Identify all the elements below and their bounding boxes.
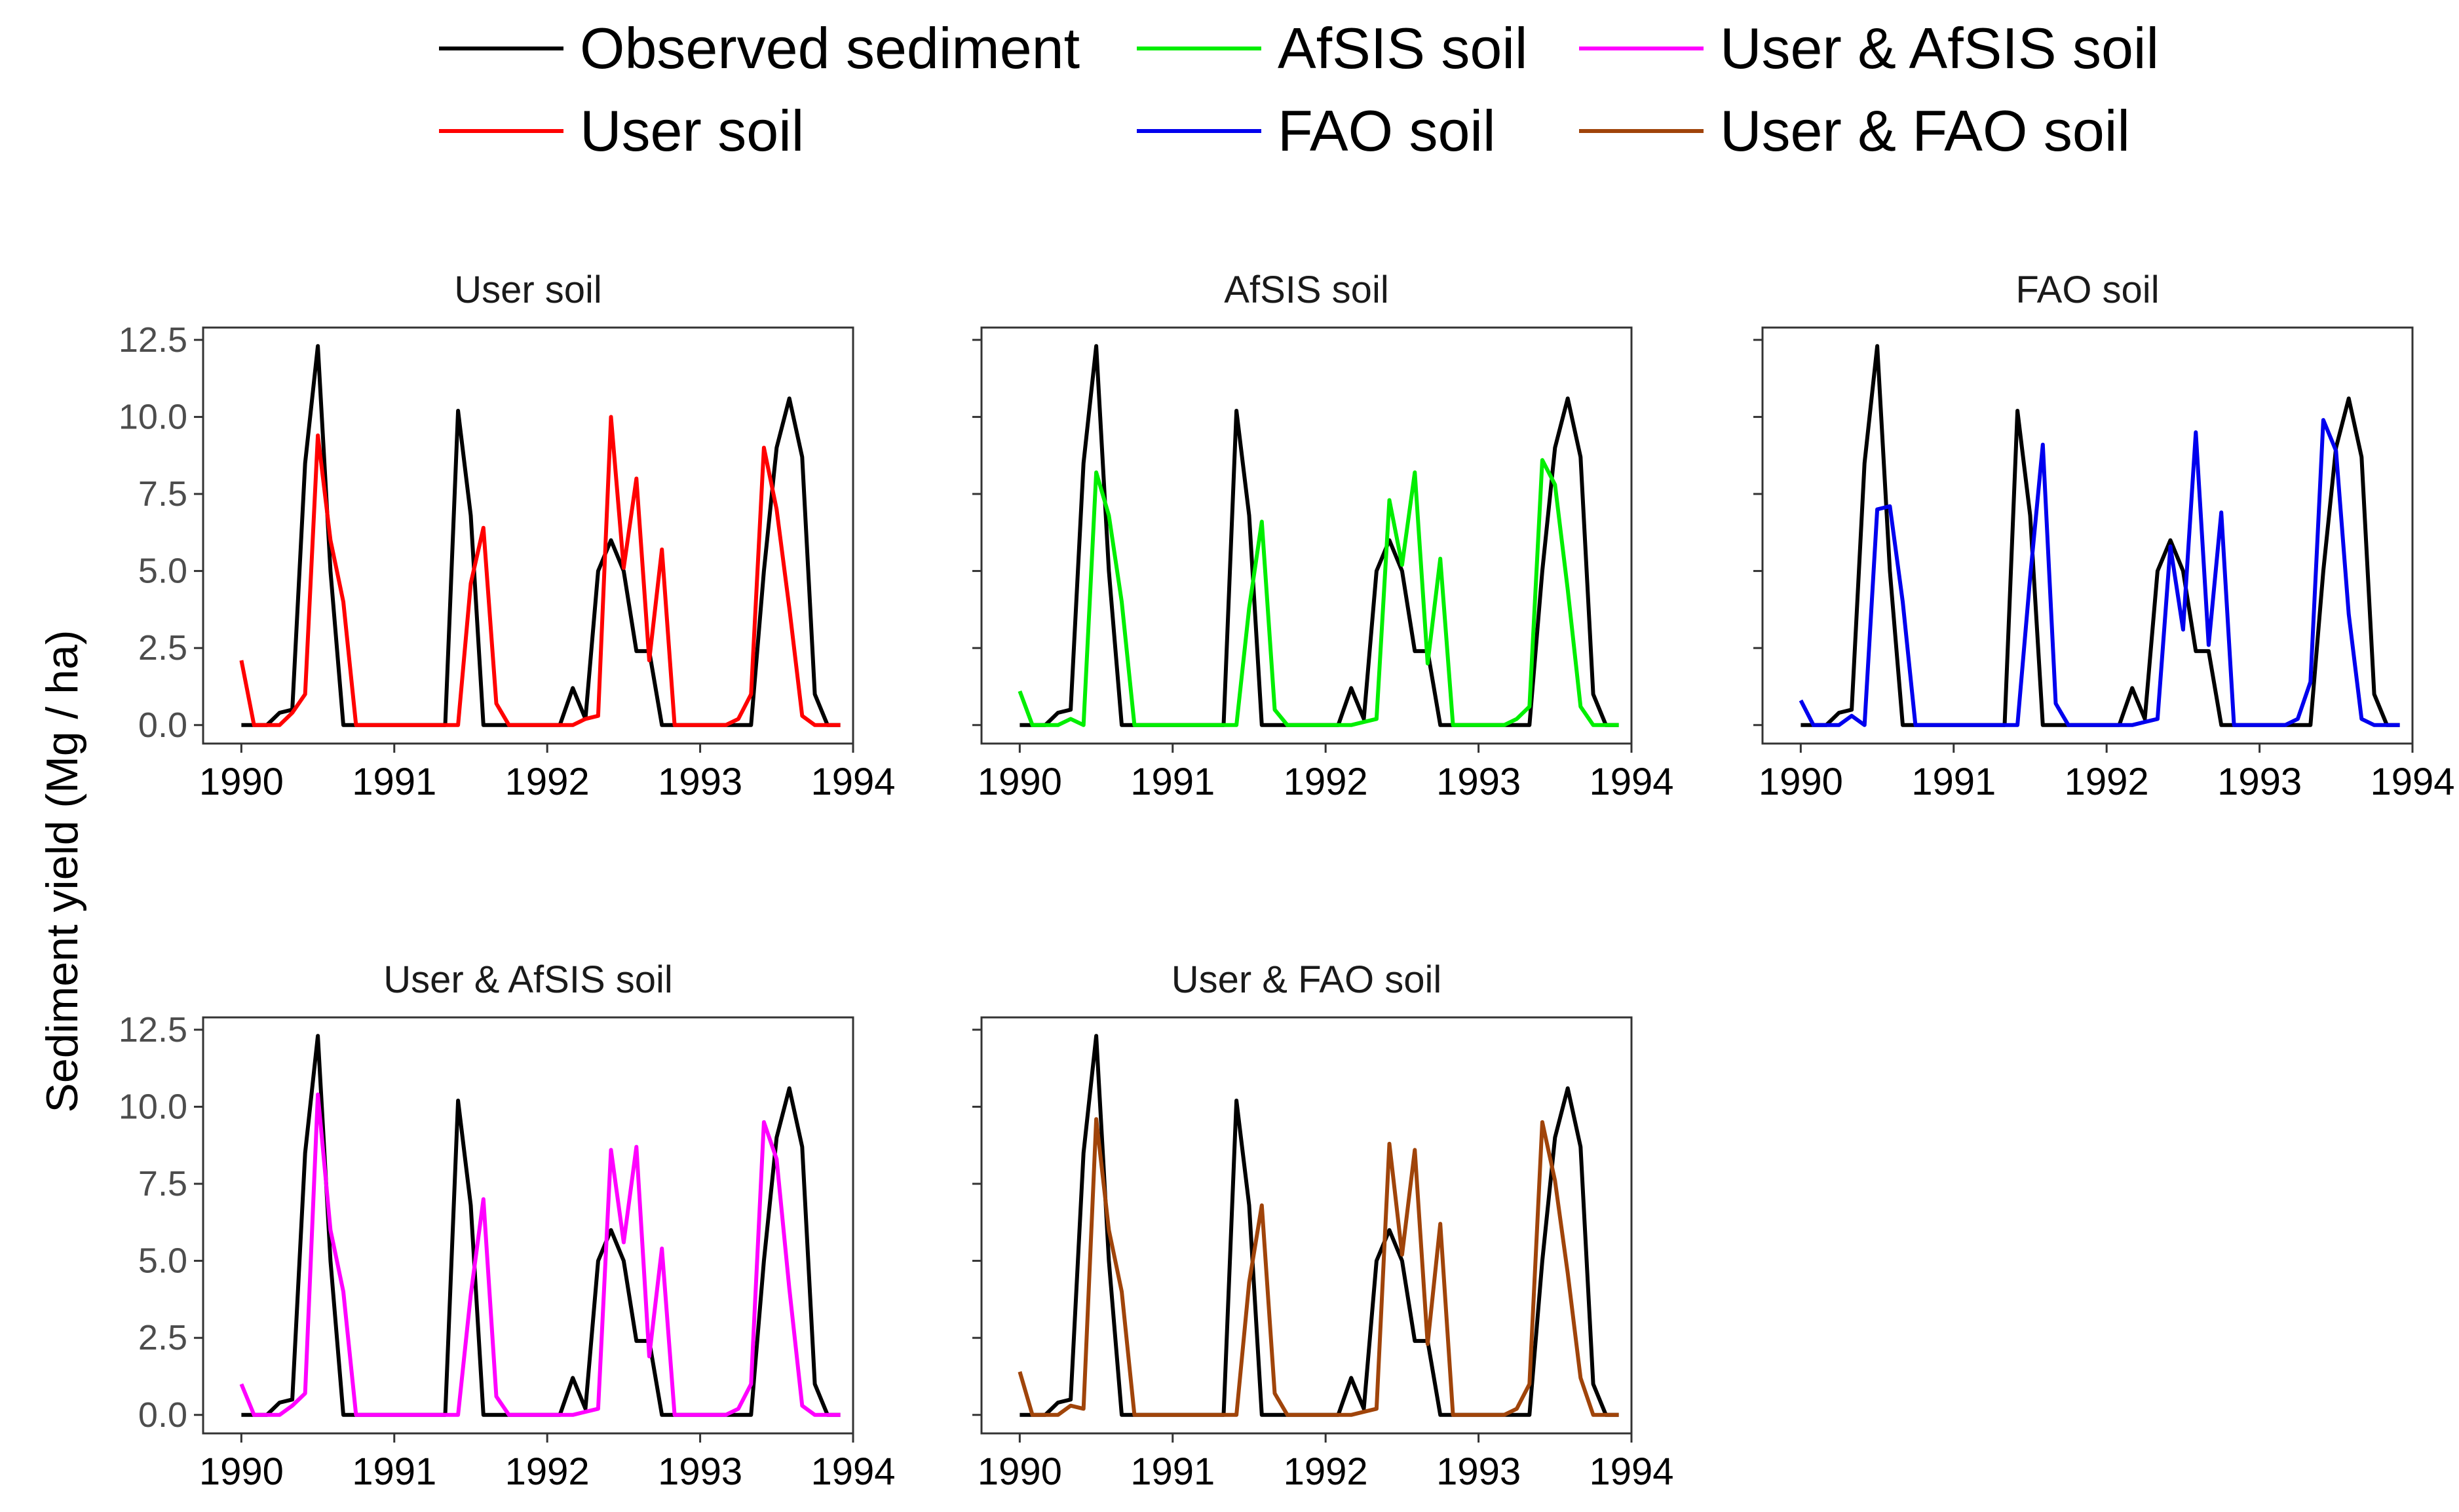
y-tick-label: 7.5 — [138, 474, 187, 514]
y-tick-label: 5.0 — [138, 1241, 187, 1281]
x-tick-label: 1993 — [1436, 1450, 1521, 1493]
panel-title: User soil — [454, 269, 602, 311]
x-tick-label: 1990 — [978, 1450, 1062, 1493]
panel-title: AfSIS soil — [1224, 269, 1388, 311]
x-tick-label: 1991 — [1130, 1450, 1215, 1493]
legend: Observed sediment AfSIS soil User & AfSIS … — [439, 16, 2159, 163]
x-tick-label: 1992 — [1284, 1450, 1368, 1493]
y-tick-label: 10.0 — [119, 397, 187, 436]
panel-series — [1018, 1034, 1619, 1417]
panel-title: User & AfSIS soil — [383, 958, 673, 1001]
panel-user-and-fao-soil: User & FAO soil 1990 1991 1992 1993 1994 — [972, 958, 1674, 1493]
y-tick-label: 7.5 — [138, 1164, 187, 1203]
x-tick-label: 1992 — [2065, 761, 2149, 803]
panel-series — [239, 1034, 841, 1417]
panel-title: User & FAO soil — [1172, 958, 1442, 1001]
x-tick-label: 1990 — [199, 1450, 284, 1493]
panel-user-and-afsis-soil: User & AfSIS soil 0.0 2.5 5.0 7.5 10.0 12.5 199… — [119, 958, 896, 1493]
legend-label-observed-sediment: Observed sediment — [580, 16, 1080, 81]
x-tick-label: 1994 — [2370, 761, 2454, 803]
x-tick-label: 1992 — [505, 761, 590, 803]
series-line-afsis-soil — [1018, 458, 1619, 727]
panel-user-soil: User soil 0.0 2.5 5.0 7.5 10.0 12.5 1990 1991 199… — [119, 269, 896, 803]
x-tick-label: 1993 — [658, 1450, 742, 1493]
legend-item-user-and-afsis-soil: User & AfSIS soil — [1579, 16, 2159, 81]
y-tick-label: 0.0 — [138, 1395, 187, 1435]
legend-item-observed-sediment: Observed sediment — [439, 16, 1080, 81]
x-tick-label: 1991 — [1911, 761, 1996, 803]
x-tick-label: 1994 — [1589, 1450, 1673, 1493]
legend-label-afsis-soil: AfSIS soil — [1278, 16, 1527, 81]
panel-series — [1018, 344, 1619, 727]
y-tick-label: 2.5 — [138, 1318, 187, 1357]
legend-item-user-soil: User soil — [439, 98, 804, 163]
x-tick-label: 1993 — [658, 761, 742, 803]
x-tick-label: 1990 — [978, 761, 1062, 803]
y-tick-label: 12.5 — [119, 1010, 187, 1049]
x-tick-label: 1992 — [505, 1450, 590, 1493]
panel-title: FAO soil — [2015, 269, 2159, 311]
legend-label-user-and-fao-soil: User & FAO soil — [1720, 98, 2130, 163]
x-tick-label: 1991 — [1130, 761, 1215, 803]
x-tick-label: 1993 — [1436, 761, 1521, 803]
legend-item-user-and-fao-soil: User & FAO soil — [1579, 98, 2130, 163]
y-tick-label: 10.0 — [119, 1087, 187, 1126]
y-tick-label: 2.5 — [138, 628, 187, 668]
series-line-fao-soil — [1799, 418, 2400, 727]
panel-series — [1799, 344, 2400, 727]
series-line-user-soil — [239, 415, 841, 727]
panel-series — [239, 344, 841, 727]
legend-item-fao-soil: FAO soil — [1137, 98, 1496, 163]
legend-label-user-soil: User soil — [580, 98, 804, 163]
facet-panels: User soil 0.0 2.5 5.0 7.5 10.0 12.5 1990 1991 199… — [119, 269, 2455, 1493]
y-tick-label: 5.0 — [138, 552, 187, 591]
x-tick-label: 1993 — [2217, 761, 2302, 803]
panel-afsis-soil: AfSIS soil 1990 1991 1992 1993 1994 — [972, 269, 1674, 803]
x-tick-label: 1990 — [1759, 761, 1843, 803]
legend-label-user-and-afsis-soil: User & AfSIS soil — [1720, 16, 2159, 81]
y-axis-title: Sediment yield (Mg / ha) — [37, 630, 87, 1113]
legend-item-afsis-soil: AfSIS soil — [1137, 16, 1527, 81]
x-tick-label: 1991 — [352, 761, 436, 803]
y-tick-label: 12.5 — [119, 320, 187, 360]
y-tick-label: 0.0 — [138, 706, 187, 745]
panel-fao-soil: FAO soil 1990 1991 1992 1993 1994 — [1753, 269, 2455, 803]
x-tick-label: 1992 — [1284, 761, 1368, 803]
series-line-user-and-fao-soil — [1018, 1117, 1619, 1417]
x-tick-label: 1991 — [352, 1450, 436, 1493]
legend-label-fao-soil: FAO soil — [1278, 98, 1496, 163]
x-tick-label: 1994 — [1589, 761, 1673, 803]
x-tick-label: 1994 — [810, 761, 895, 803]
x-tick-label: 1990 — [199, 761, 284, 803]
x-tick-label: 1994 — [810, 1450, 895, 1493]
series-line-user-and-afsis-soil — [239, 1092, 841, 1417]
